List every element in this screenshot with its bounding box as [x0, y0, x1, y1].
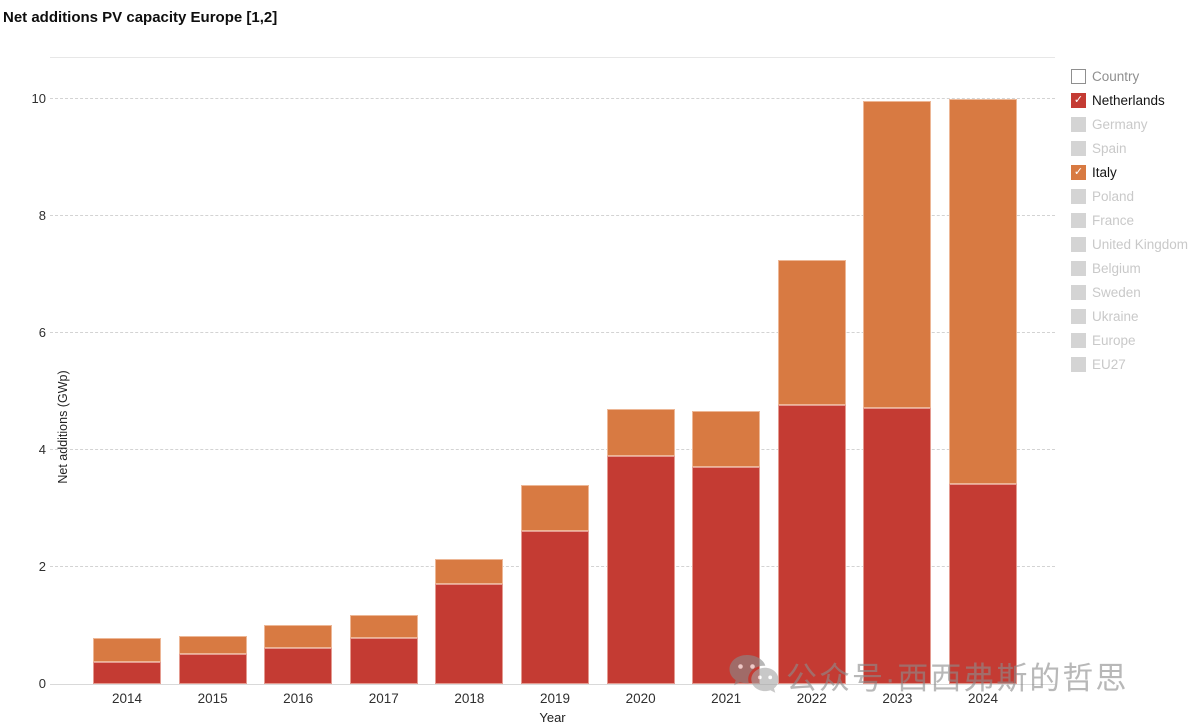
- legend-label: EU27: [1092, 356, 1126, 372]
- bar-segment-italy-2015: [178, 636, 247, 655]
- legend-item-ukraine[interactable]: Ukraine: [1071, 304, 1193, 328]
- x-tick-label: 2023: [882, 691, 913, 706]
- legend-label: Ukraine: [1092, 308, 1139, 324]
- x-tick-label: 2022: [796, 691, 827, 706]
- checkbox-icon[interactable]: [1071, 308, 1086, 324]
- legend-item-poland[interactable]: Poland: [1071, 184, 1193, 208]
- legend-item-france[interactable]: France: [1071, 208, 1193, 232]
- bar-segment-netherlands-2019: [521, 530, 589, 684]
- x-tick-label: 2019: [539, 691, 571, 706]
- bar-segment-netherlands-2016: [264, 648, 333, 684]
- legend-label: Country: [1092, 68, 1140, 84]
- bar-segment-netherlands-2022: [777, 404, 846, 684]
- bar-segment-netherlands-2021: [692, 467, 761, 684]
- bar-segment-italy-2019: [521, 484, 589, 531]
- checkbox-icon[interactable]: [1071, 236, 1086, 252]
- bar-segment-italy-2018: [435, 558, 504, 585]
- bar-segment-netherlands-2014: [93, 662, 161, 684]
- legend-item-sweden[interactable]: Sweden: [1071, 280, 1193, 304]
- bar-segment-netherlands-2023: [863, 408, 932, 684]
- x-tick-label: 2015: [197, 691, 228, 706]
- bar-segment-netherlands-2017: [349, 638, 418, 684]
- legend-label: Italy: [1092, 164, 1117, 180]
- legend-label: Netherlands: [1092, 92, 1165, 108]
- legend-item-germany[interactable]: Germany: [1071, 112, 1193, 136]
- bar-segment-italy-2020: [606, 409, 675, 457]
- checkbox-icon[interactable]: [1071, 68, 1086, 84]
- legend-item-united-kingdom[interactable]: United Kingdom: [1071, 232, 1193, 256]
- legend-item-country[interactable]: Country: [1071, 64, 1193, 88]
- bar-segment-italy-2017: [349, 614, 418, 639]
- x-tick-label: 2021: [711, 691, 742, 706]
- legend-label: United Kingdom: [1092, 236, 1189, 252]
- x-tick-label: 2016: [283, 691, 314, 706]
- x-tick-label: 2020: [625, 691, 656, 706]
- x-tick-label: 2018: [454, 691, 485, 706]
- checkbox-icon[interactable]: [1071, 356, 1086, 372]
- legend-label: Spain: [1092, 140, 1127, 156]
- checkbox-icon[interactable]: [1071, 260, 1086, 276]
- gridline-y-6: [50, 331, 1055, 333]
- legend: Country ✓ Netherlands Germany Spain ✓ Italy Pol…: [1071, 64, 1193, 376]
- checkbox-icon[interactable]: [1071, 116, 1086, 132]
- x-tick-label: 2024: [967, 691, 999, 706]
- y-tick-label: 6: [38, 324, 46, 340]
- legend-label: Sweden: [1092, 284, 1141, 300]
- gridline-y-4: [50, 448, 1055, 450]
- x-axis-line: [50, 684, 1055, 685]
- checkbox-icon[interactable]: [1071, 212, 1086, 228]
- bar-segment-netherlands-2015: [178, 654, 247, 684]
- gridline-y-8: [50, 214, 1055, 216]
- checkbox-checked-icon[interactable]: ✓: [1071, 92, 1086, 108]
- y-tick-label: 8: [38, 207, 46, 223]
- y-tick-label: 0: [38, 676, 46, 691]
- legend-item-italy[interactable]: ✓ Italy: [1071, 160, 1193, 184]
- chart-title: Net additions PV capacity Europe [1,2]: [3, 9, 278, 26]
- legend-item-europe[interactable]: Europe: [1071, 328, 1193, 352]
- bar-segment-italy-2016: [264, 624, 333, 649]
- y-axis-title: Net additions (GWp): [56, 370, 70, 484]
- checkbox-icon[interactable]: [1071, 140, 1086, 156]
- gridline-y-10: [50, 97, 1055, 99]
- bar-segment-italy-2014: [93, 638, 161, 663]
- checkbox-checked-icon[interactable]: ✓: [1071, 164, 1086, 180]
- bar-segment-netherlands-2024: [949, 483, 1017, 684]
- bar-segment-netherlands-2018: [435, 584, 504, 684]
- bar-segment-italy-2021: [692, 410, 761, 468]
- legend-item-netherlands[interactable]: ✓ Netherlands: [1071, 88, 1193, 112]
- plot-area: Net additions (GWp): [50, 57, 1055, 685]
- x-tick-label: 2014: [111, 691, 143, 706]
- bar-segment-italy-2024: [949, 98, 1017, 484]
- y-tick-label: 2: [38, 558, 46, 574]
- legend-label: France: [1092, 212, 1135, 228]
- legend-item-eu27[interactable]: EU27: [1071, 352, 1193, 376]
- legend-label: Europe: [1092, 332, 1136, 348]
- x-tick-label: 2017: [368, 691, 399, 706]
- checkmark-icon: ✓: [1073, 165, 1084, 178]
- checkbox-icon[interactable]: [1071, 332, 1086, 348]
- legend-item-belgium[interactable]: Belgium: [1071, 256, 1193, 280]
- bar-segment-italy-2023: [863, 100, 932, 409]
- legend-item-spain[interactable]: Spain: [1071, 136, 1193, 160]
- legend-label: Belgium: [1092, 260, 1141, 276]
- checkbox-icon[interactable]: [1071, 284, 1086, 300]
- bar-segment-italy-2022: [777, 259, 846, 405]
- checkbox-icon[interactable]: [1071, 188, 1086, 204]
- bar-segment-netherlands-2020: [606, 456, 675, 684]
- legend-label: Poland: [1092, 188, 1135, 204]
- y-tick-label: 4: [38, 441, 46, 457]
- legend-label: Germany: [1092, 116, 1148, 132]
- x-axis-title: Year: [539, 710, 566, 725]
- y-tick-label: 10: [31, 90, 46, 106]
- checkmark-icon: ✓: [1073, 93, 1084, 106]
